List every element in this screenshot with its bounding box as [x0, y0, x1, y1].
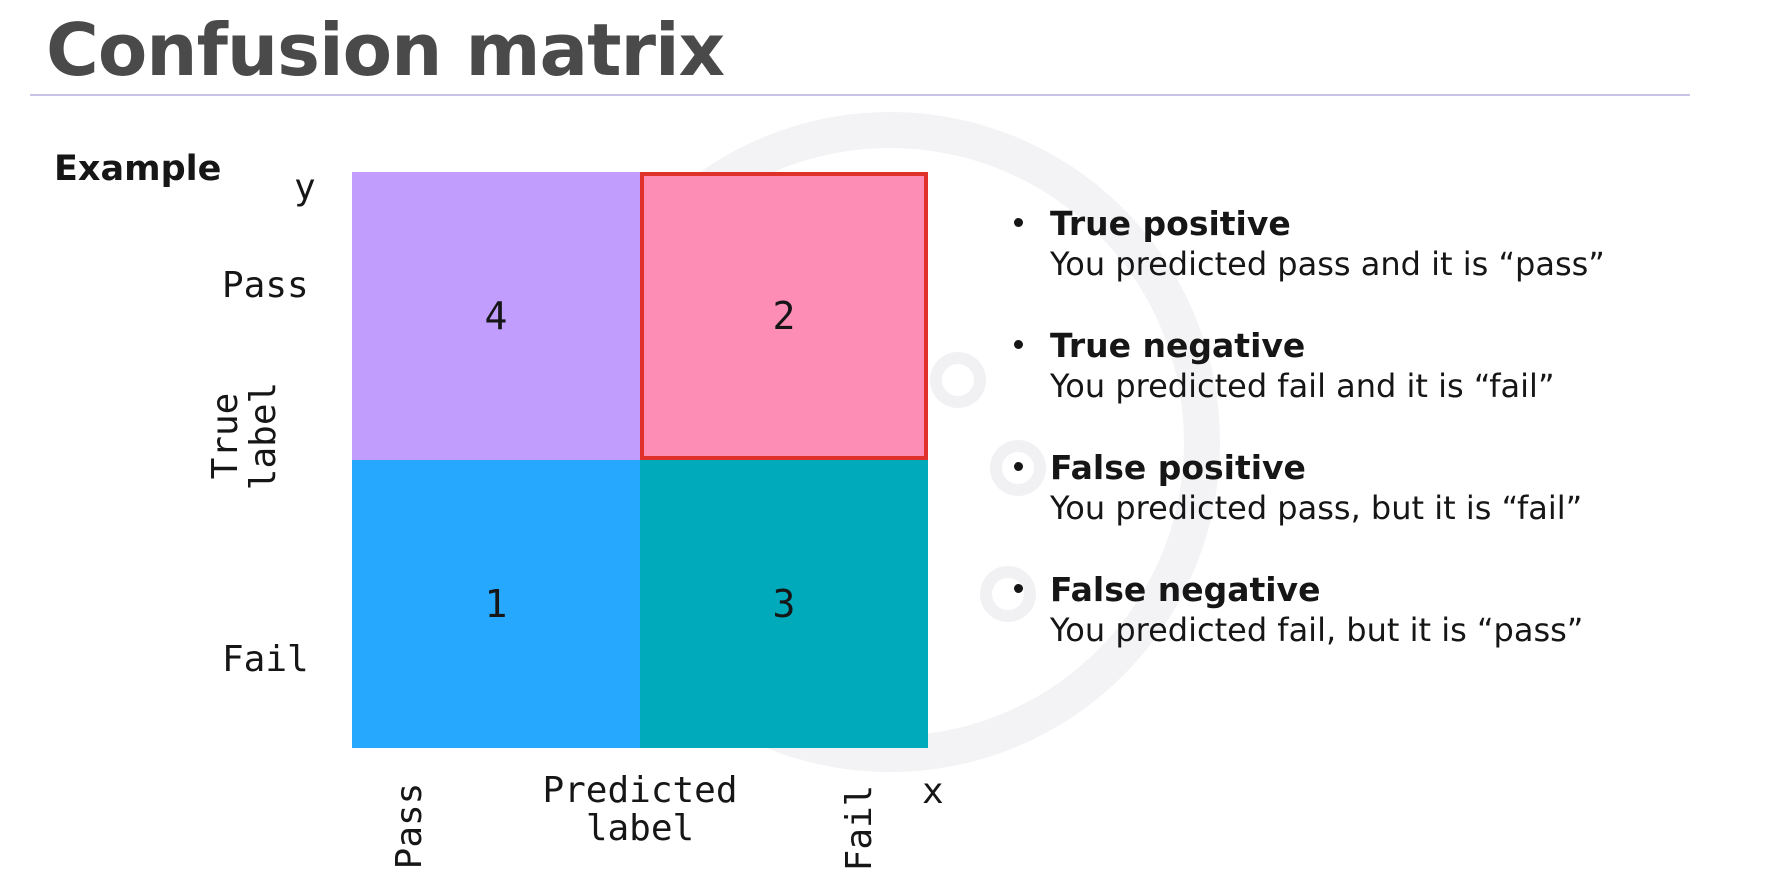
x-axis-letter: x — [922, 771, 944, 812]
matrix-cell-fail-fail: 3 — [640, 460, 928, 748]
term-description: You predicted fail, but it is “pass” — [1050, 611, 1584, 649]
true-label-axis-title: True label — [205, 381, 284, 491]
col-label-fail: Fail — [839, 784, 880, 872]
matrix-cell-value: 1 — [484, 582, 508, 626]
predicted-label-axis-title: Predicted label — [542, 770, 738, 849]
bullet-icon — [1014, 584, 1023, 593]
term-title: False negative — [1050, 570, 1321, 609]
list-item-true-positive: True positive You predicted pass and it … — [1010, 204, 1730, 284]
list-item-true-negative: True negative You predicted fail and it … — [1010, 326, 1730, 406]
row-label-pass: Pass — [222, 265, 309, 306]
page-title: Confusion matrix — [46, 8, 725, 92]
term-title: False positive — [1050, 448, 1306, 487]
matrix-cell-fail-pass: 1 — [352, 460, 640, 748]
confusion-matrix: 4 2 1 3 — [352, 172, 928, 748]
bullet-icon — [1014, 340, 1023, 349]
y-axis-letter: y — [294, 167, 316, 208]
matrix-cell-pass-fail: 2 — [640, 172, 928, 460]
term-title: True negative — [1050, 326, 1306, 365]
title-divider — [30, 94, 1690, 96]
term-description: You predicted pass and it is “pass” — [1050, 245, 1605, 283]
bullet-icon — [1014, 462, 1023, 471]
matrix-cell-value: 4 — [484, 294, 508, 338]
matrix-cell-value: 2 — [772, 294, 796, 338]
list-item-false-negative: False negative You predicted fail, but i… — [1010, 570, 1730, 650]
bullet-icon — [1014, 218, 1023, 227]
example-label: Example — [54, 149, 222, 189]
col-label-pass: Pass — [389, 782, 430, 870]
term-description: You predicted fail and it is “fail” — [1050, 367, 1555, 405]
term-list: True positive You predicted pass and it … — [1010, 204, 1730, 692]
term-description: You predicted pass, but it is “fail” — [1050, 489, 1583, 527]
matrix-cell-value: 3 — [772, 582, 796, 626]
matrix-cell-pass-pass: 4 — [352, 172, 640, 460]
watermark-node-icon — [930, 352, 986, 408]
term-title: True positive — [1050, 204, 1291, 243]
list-item-false-positive: False positive You predicted pass, but i… — [1010, 448, 1730, 528]
row-label-fail: Fail — [222, 639, 309, 680]
